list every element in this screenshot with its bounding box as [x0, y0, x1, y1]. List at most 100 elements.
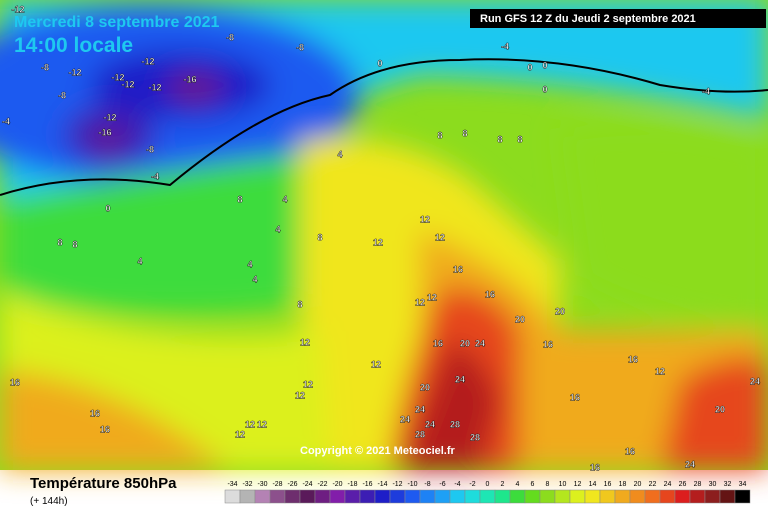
- contour-label: 16: [485, 289, 495, 299]
- contour-label: -12: [103, 112, 116, 122]
- scale-swatch: [449, 489, 466, 504]
- contour-label: -8: [146, 144, 154, 154]
- contour-label: -8: [226, 32, 234, 42]
- scale-swatch: [284, 489, 301, 504]
- contour-label: 8: [57, 237, 62, 247]
- scale-swatch: [359, 489, 376, 504]
- contour-label: 8: [517, 134, 522, 144]
- scale-swatch: [419, 489, 436, 504]
- scale-swatch: [464, 489, 481, 504]
- contour-label: 0: [527, 62, 532, 72]
- scale-label: -20: [332, 481, 342, 488]
- contour-label: 28: [415, 429, 425, 439]
- contour-label: 24: [750, 376, 760, 386]
- scale-swatch: [539, 489, 556, 504]
- contour-label: 16: [543, 339, 553, 349]
- contour-label: 12: [435, 232, 445, 242]
- contour-label: 24: [425, 419, 435, 429]
- contour-label: -12: [148, 82, 161, 92]
- scale-swatch: [224, 489, 241, 504]
- contour-label: 24: [475, 338, 485, 348]
- scale-label: -8: [424, 481, 430, 488]
- scale-label: 28: [694, 481, 702, 488]
- scale-label: -16: [362, 481, 372, 488]
- contour-label: -8: [41, 62, 49, 72]
- scale-label: -6: [439, 481, 445, 488]
- scale-label: 10: [559, 481, 567, 488]
- contour-label: 12: [235, 429, 245, 439]
- contour-label: -12: [121, 79, 134, 89]
- scale-label: 30: [709, 481, 717, 488]
- contour-label: -12: [11, 4, 24, 14]
- scale-label: 24: [664, 481, 672, 488]
- contour-label: 12: [371, 359, 381, 369]
- scale-label: 34: [739, 481, 747, 488]
- contour-label: -16: [183, 74, 196, 84]
- scale-swatch: [404, 489, 421, 504]
- contour-label: 0: [542, 84, 547, 94]
- scale-label: 26: [679, 481, 687, 488]
- footer-lead: (+ 144h): [30, 496, 68, 507]
- scale-label: 32: [724, 481, 732, 488]
- scale-swatch: [269, 489, 286, 504]
- run-info: Run GFS 12 Z du Jeudi 2 septembre 2021: [480, 13, 696, 25]
- contour-label: 20: [515, 314, 525, 324]
- contour-label: 20: [715, 404, 725, 414]
- scale-label: -32: [242, 481, 252, 488]
- contour-label: 12: [295, 390, 305, 400]
- contour-label: 4: [247, 259, 252, 269]
- scale-swatch: [659, 489, 676, 504]
- contour-label: 8: [437, 130, 442, 140]
- contour-label: 8: [72, 239, 77, 249]
- scale-swatch: [494, 489, 511, 504]
- contour-label: 8: [317, 232, 322, 242]
- contour-label: 16: [90, 408, 100, 418]
- scale-swatch: [614, 489, 631, 504]
- scale-label: -2: [469, 481, 475, 488]
- scale-swatch: [254, 489, 271, 504]
- scale-swatch: [479, 489, 496, 504]
- footer-title: Température 850hPa: [30, 475, 177, 492]
- contour-label: 16: [10, 377, 20, 387]
- contour-label: 16: [453, 264, 463, 274]
- scale-label: -26: [287, 481, 297, 488]
- contour-label: 16: [628, 354, 638, 364]
- scale-label: 2: [501, 481, 505, 488]
- contour-label: 12: [415, 297, 425, 307]
- scale-swatch: [584, 489, 601, 504]
- scale-label: 22: [649, 481, 657, 488]
- scale-swatch: [389, 489, 406, 504]
- contour-label: 8: [462, 128, 467, 138]
- scale-label: 6: [531, 481, 535, 488]
- contour-label: 24: [400, 414, 410, 424]
- scale-label: 18: [619, 481, 627, 488]
- contour-label: 12: [257, 419, 267, 429]
- contour-label: 12: [303, 379, 313, 389]
- scale-label: 12: [574, 481, 582, 488]
- contour-label: -8: [296, 42, 304, 52]
- subtitle: 14:00 locale: [14, 34, 133, 57]
- contour-label: 8: [497, 134, 502, 144]
- contour-label: 4: [252, 274, 257, 284]
- contour-label: 4: [337, 149, 342, 159]
- contour-label: 16: [433, 338, 443, 348]
- contour-label: 12: [245, 419, 255, 429]
- scale-swatch: [434, 489, 451, 504]
- contour-label: 20: [460, 338, 470, 348]
- run-box: [470, 9, 766, 28]
- contour-label: 12: [655, 366, 665, 376]
- scale-swatch: [674, 489, 691, 504]
- contour-label: -4: [501, 41, 509, 51]
- contour-label: 20: [555, 306, 565, 316]
- contour-label: -8: [58, 90, 66, 100]
- contour-label: -16: [98, 127, 111, 137]
- scale-swatch: [719, 489, 736, 504]
- scale-label: -30: [257, 481, 267, 488]
- contour-label: 24: [685, 459, 695, 469]
- scale-swatch: [524, 489, 541, 504]
- scale-label: -10: [407, 481, 417, 488]
- scale-label: 20: [634, 481, 642, 488]
- contour-label: 8: [237, 194, 242, 204]
